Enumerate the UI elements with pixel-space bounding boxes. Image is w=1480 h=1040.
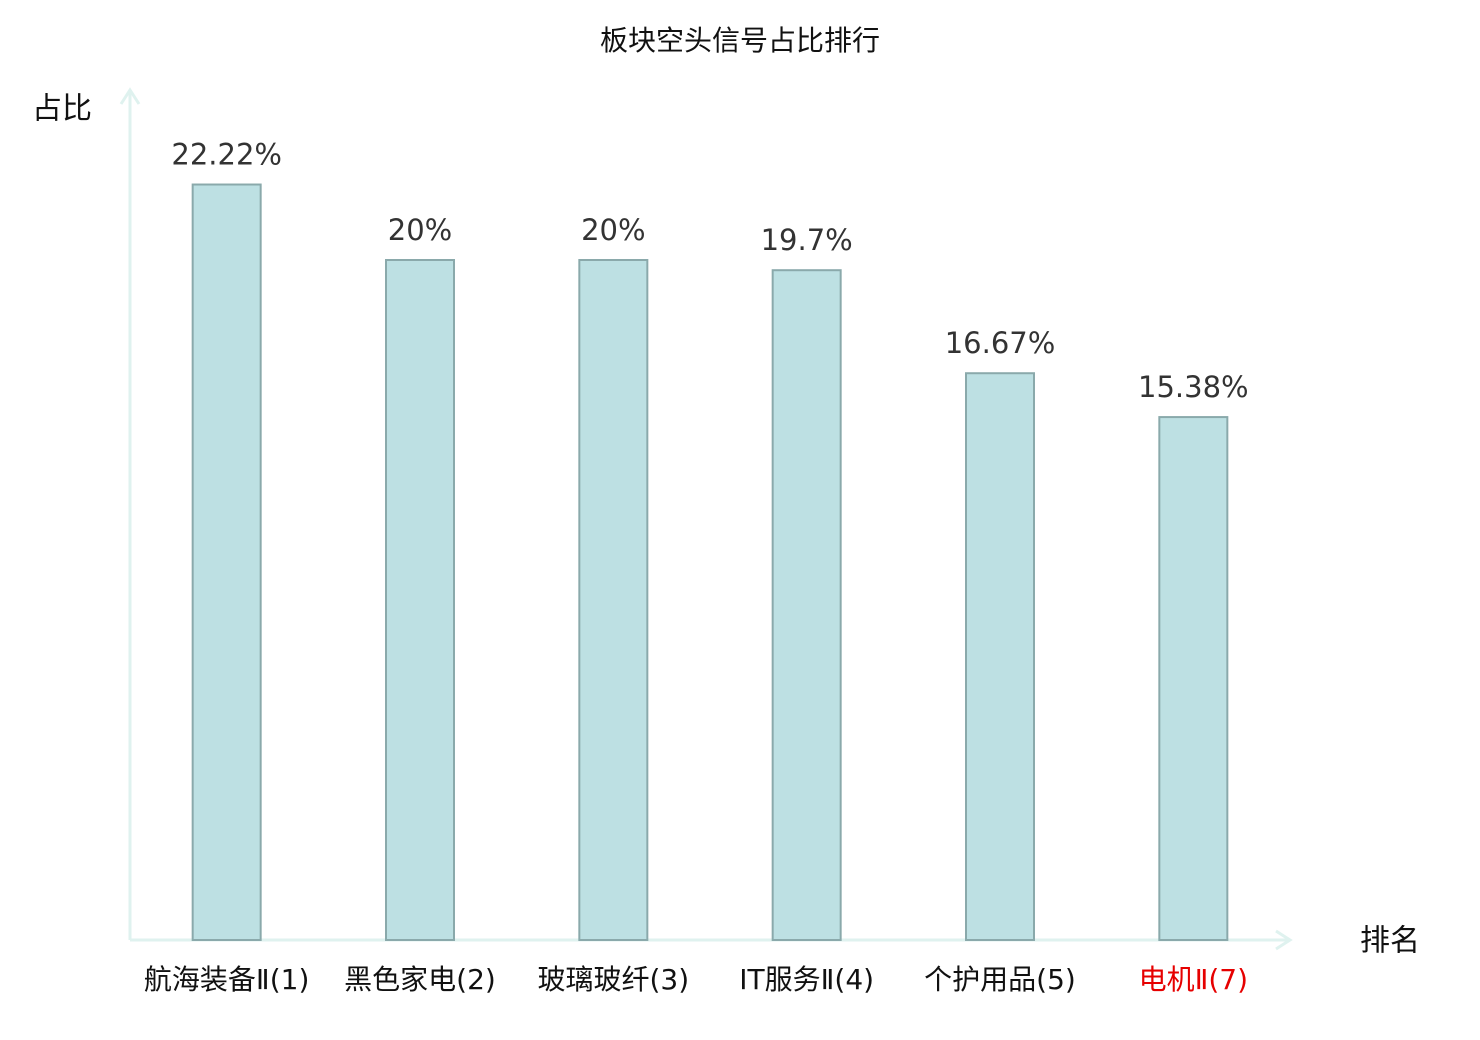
x-axis-label: 排名 bbox=[1360, 924, 1420, 959]
bar bbox=[191, 183, 262, 941]
bar bbox=[771, 269, 842, 941]
x-tick-label: 电机Ⅱ(7) bbox=[1138, 963, 1249, 996]
bar bbox=[385, 259, 455, 941]
value-label: 20% bbox=[581, 213, 645, 247]
y-axis-label: 占比 bbox=[32, 92, 92, 127]
chart-title: 板块空头信号占比排行 bbox=[600, 24, 880, 57]
value-label: 15.38% bbox=[1138, 370, 1249, 404]
bar bbox=[578, 259, 649, 941]
x-tick-label: 黑色家电(2) bbox=[344, 963, 496, 996]
bar bbox=[965, 372, 1035, 942]
value-label: 20% bbox=[388, 213, 452, 247]
x-axis-arrow bbox=[1275, 929, 1293, 951]
bar bbox=[1158, 416, 1229, 941]
value-label: 22.22% bbox=[171, 138, 282, 172]
x-tick-label: IT服务Ⅱ(4) bbox=[739, 963, 875, 996]
x-tick-label: 个护用品(5) bbox=[924, 963, 1076, 996]
value-label: 19.7% bbox=[761, 223, 853, 257]
value-label: 16.67% bbox=[945, 326, 1056, 360]
y-axis-arrow bbox=[119, 87, 141, 105]
x-tick-label: 玻璃玻纤(3) bbox=[537, 963, 690, 996]
x-tick-label: 航海装备Ⅱ(1) bbox=[143, 963, 310, 996]
